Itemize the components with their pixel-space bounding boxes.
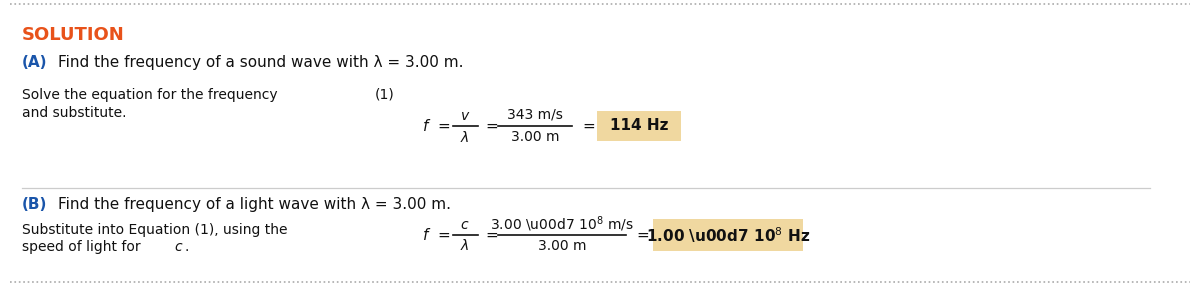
- Text: (B): (B): [22, 197, 47, 212]
- Text: $f$: $f$: [422, 118, 431, 134]
- Text: =: =: [636, 228, 649, 242]
- Text: =: =: [582, 118, 595, 134]
- Text: speed of light for: speed of light for: [22, 240, 145, 254]
- FancyBboxPatch shape: [598, 111, 682, 141]
- Text: 3.00 m: 3.00 m: [538, 239, 587, 253]
- Text: $c$: $c$: [174, 240, 184, 254]
- FancyBboxPatch shape: [653, 219, 803, 251]
- Text: Find the frequency of a sound wave with λ = 3.00 m.: Find the frequency of a sound wave with …: [58, 55, 463, 70]
- Text: $\lambda$: $\lambda$: [461, 238, 469, 253]
- Text: Substitute into Equation (1), using the: Substitute into Equation (1), using the: [22, 223, 288, 237]
- Text: 343 m/s: 343 m/s: [508, 108, 563, 122]
- Text: 3.00 m: 3.00 m: [511, 130, 559, 144]
- Text: =: =: [437, 118, 450, 134]
- Text: $c$: $c$: [461, 218, 469, 232]
- Text: Solve the equation for the frequency: Solve the equation for the frequency: [22, 88, 277, 102]
- Text: (A): (A): [22, 55, 48, 70]
- Text: $\lambda$: $\lambda$: [461, 130, 469, 145]
- Text: $f$: $f$: [422, 227, 431, 243]
- Text: 3.00 \u00d7 10$^8$ m/s: 3.00 \u00d7 10$^8$ m/s: [490, 214, 634, 234]
- Text: 114 Hz: 114 Hz: [610, 118, 668, 134]
- Text: and substitute.: and substitute.: [22, 106, 126, 120]
- Text: Find the frequency of a light wave with λ = 3.00 m.: Find the frequency of a light wave with …: [58, 197, 451, 212]
- Text: (1): (1): [374, 88, 395, 102]
- Text: 1.00 \u00d7 10$^8$ Hz: 1.00 \u00d7 10$^8$ Hz: [646, 225, 810, 245]
- Text: =: =: [437, 228, 450, 242]
- Text: =: =: [485, 228, 498, 242]
- Text: $v$: $v$: [460, 109, 470, 123]
- Text: =: =: [485, 118, 498, 134]
- Text: SOLUTION: SOLUTION: [22, 26, 125, 44]
- Text: .: .: [184, 240, 188, 254]
